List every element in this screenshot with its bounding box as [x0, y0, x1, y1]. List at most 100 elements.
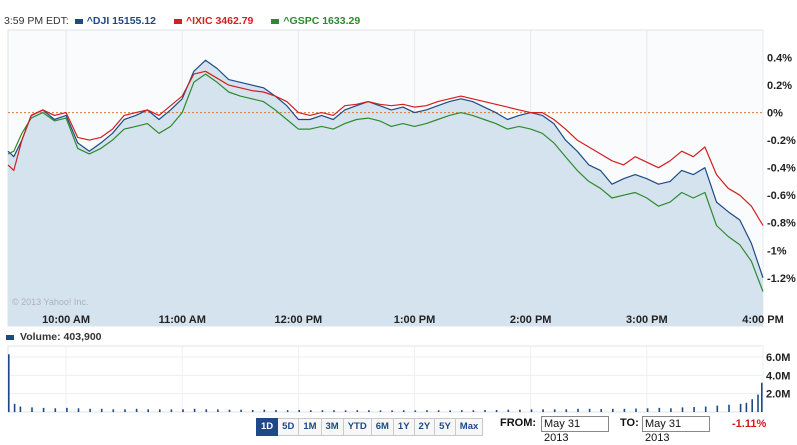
- volume-bar: [472, 410, 475, 412]
- range-button-max[interactable]: Max: [455, 418, 484, 436]
- range-button-3m[interactable]: 3M: [321, 418, 344, 436]
- legend-ixic[interactable]: ^IXIC 3462.79: [173, 15, 253, 27]
- volume-bar: [693, 407, 695, 412]
- y-axis-tick-labels: 0.4% 0.2% 0% -0.2% -0.4% -0.6% -0.8% -1% -1.2%: [767, 53, 796, 285]
- volume-bar: [263, 409, 266, 412]
- x-tick-label: 2:00 PM: [510, 314, 552, 326]
- dji-area-fill: [8, 60, 763, 327]
- y-tick-label: -1%: [767, 245, 787, 257]
- volume-bar: [739, 403, 742, 413]
- y-tick-label: -0.4%: [767, 163, 796, 175]
- series-area-dji: [8, 60, 763, 327]
- volume-bar: [8, 354, 10, 413]
- y-tick-label: -0.8%: [767, 218, 796, 230]
- volume-bar: [577, 408, 579, 412]
- y-tick-label: -0.6%: [767, 190, 796, 202]
- volume-bar: [402, 410, 405, 412]
- volume-bar: [461, 410, 463, 412]
- volume-y-tick-label: 4.0M: [766, 370, 790, 382]
- volume-bar: [761, 382, 763, 412]
- volume-bar: [321, 410, 324, 412]
- volume-gridlines: [8, 346, 764, 412]
- range-button-6m[interactable]: 6M: [371, 418, 394, 436]
- volume-bar: [112, 409, 115, 413]
- volume-bar: [681, 407, 684, 412]
- volume-bar: [228, 409, 231, 412]
- volume-plot-area: [7, 345, 764, 413]
- legend-gspc[interactable]: ^GSPC 1633.29: [271, 15, 360, 27]
- volume-bar: [66, 407, 68, 412]
- volume-bar: [54, 408, 57, 412]
- plot-area: [7, 29, 764, 327]
- series-lines: [7, 59, 764, 292]
- y-tick-label: 0.2%: [767, 80, 792, 92]
- range-button-5y[interactable]: 5Y: [435, 418, 456, 436]
- x-axis-tick-labels: 10:00 AM 11:00 AM 12:00 PM 1:00 PM 2:00 PM 3:…: [42, 314, 784, 326]
- volume-bar: [205, 409, 208, 413]
- percent-change: -1.11%: [732, 418, 767, 430]
- legend-dji[interactable]: ^DJI 15155.12: [74, 15, 156, 27]
- x-tick-label: 10:00 AM: [42, 314, 90, 326]
- volume-bar: [135, 408, 138, 412]
- volume-bar: [298, 410, 300, 412]
- range-button-2y[interactable]: 2Y: [414, 418, 436, 436]
- volume-header: Volume: 403,900: [6, 331, 102, 343]
- volume-bar: [182, 409, 184, 413]
- volume-bar: [333, 410, 335, 412]
- range-button-1m[interactable]: 1M: [299, 418, 322, 436]
- timestamp-label: 3:59 PM EDT:: [4, 15, 69, 27]
- volume-bar: [391, 410, 393, 412]
- range-button-1y[interactable]: 1Y: [393, 418, 415, 436]
- volume-bar: [565, 409, 568, 413]
- volume-bar: [612, 408, 614, 412]
- volume-swatch-icon: [6, 334, 14, 340]
- series-line-ixic: [7, 70, 764, 226]
- vertical-gridlines: [65, 30, 764, 326]
- volume-bar: [484, 410, 486, 412]
- legend-swatch-icon: [74, 18, 83, 24]
- volume-bar: [217, 409, 219, 412]
- chart-header: 3:59 PM EDT: ^DJI 15155.12 ^IXIC 3462.79…: [4, 14, 378, 28]
- volume-bar: [344, 410, 347, 412]
- copyright-watermark: © 2013 Yahoo! Inc.: [12, 297, 88, 307]
- volume-bar: [600, 409, 602, 412]
- from-date-field[interactable]: May 31 2013: [541, 416, 609, 444]
- series-line-dji: [7, 59, 764, 278]
- y-tick-label: -0.2%: [767, 135, 796, 147]
- range-button-1d[interactable]: 1D: [256, 418, 279, 436]
- volume-bar: [635, 408, 637, 412]
- series-line-gspc: [7, 73, 764, 292]
- to-date-field[interactable]: May 31 2013: [642, 416, 710, 444]
- volume-bar: [356, 410, 359, 412]
- range-button-ytd[interactable]: YTD: [343, 418, 372, 436]
- volume-y-axis-tick-labels: 6.0M 4.0M 2.0M: [766, 352, 790, 401]
- time-range-selector: 1D 5D 1M 3M YTD 6M 1Y 2Y 5Y Max: [256, 418, 484, 436]
- volume-label: Volume: 403,900: [20, 331, 102, 343]
- volume-bar: [275, 410, 277, 412]
- y-tick-label: -1.2%: [767, 273, 796, 285]
- volume-bar: [716, 405, 719, 412]
- volume-bar: [159, 409, 161, 413]
- x-tick-label: 4:00 PM: [742, 314, 784, 326]
- to-label: TO:: [620, 417, 639, 429]
- volume-bar: [170, 409, 173, 412]
- volume-bar: [553, 409, 556, 413]
- range-button-5d[interactable]: 5D: [278, 418, 300, 436]
- from-label: FROM:: [500, 417, 537, 429]
- volume-bar: [588, 408, 591, 412]
- volume-bar: [89, 408, 91, 412]
- volume-bar: [745, 402, 748, 412]
- volume-bars: [8, 354, 763, 413]
- x-tick-label: 11:00 AM: [159, 314, 206, 326]
- volume-bar: [751, 399, 753, 412]
- volume-bar: [240, 409, 242, 412]
- volume-bar: [19, 406, 22, 412]
- volume-bar: [437, 410, 440, 412]
- volume-bar: [530, 409, 533, 412]
- legend-swatch-icon: [173, 18, 182, 24]
- volume-bar: [507, 409, 510, 412]
- legend-gspc-label: ^GSPC 1633.29: [283, 15, 361, 27]
- volume-bar: [704, 406, 707, 412]
